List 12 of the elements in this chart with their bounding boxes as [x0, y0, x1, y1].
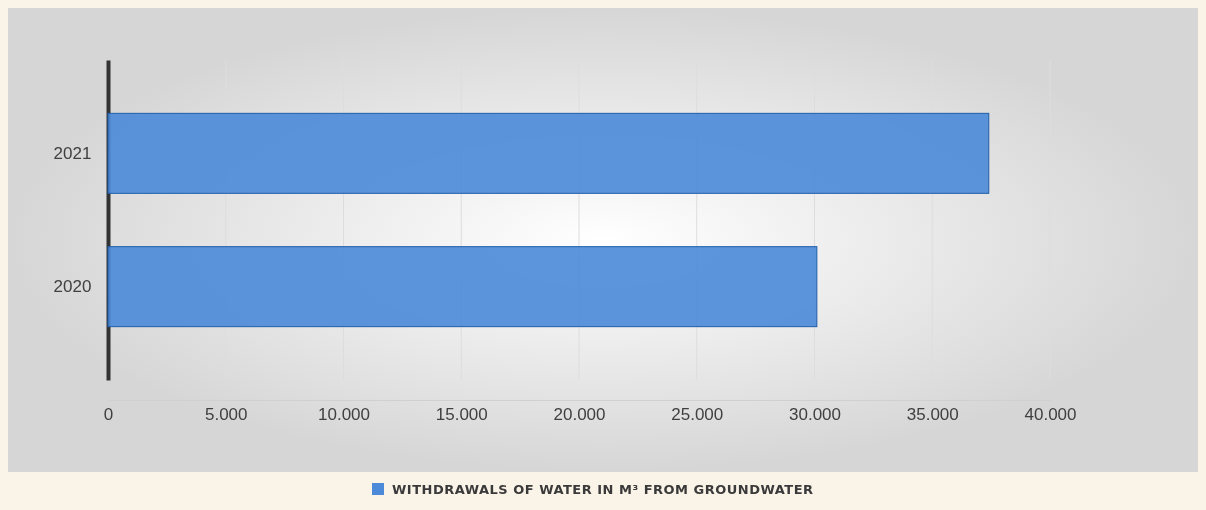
- x-tick-label: 10.000: [318, 405, 370, 424]
- x-tick-label: 25.000: [671, 405, 724, 424]
- y-tick-label: 2020: [53, 277, 92, 297]
- y-tick-label: 2021: [53, 143, 92, 163]
- x-tick-label: 5.000: [204, 405, 248, 424]
- x-tick-label: 35.000: [906, 405, 959, 424]
- x-tick-label: 15.000: [435, 405, 488, 424]
- x-tick-label: 30.000: [789, 405, 841, 424]
- x-tick-label: 40.000: [1024, 405, 1077, 424]
- text: WITHDRAWALS OF WATER IN M³ FROM GROUNDWATER: [392, 482, 814, 497]
- x-tick-label: 20.000: [553, 405, 606, 424]
- x-tick-label: 0: [103, 405, 114, 424]
